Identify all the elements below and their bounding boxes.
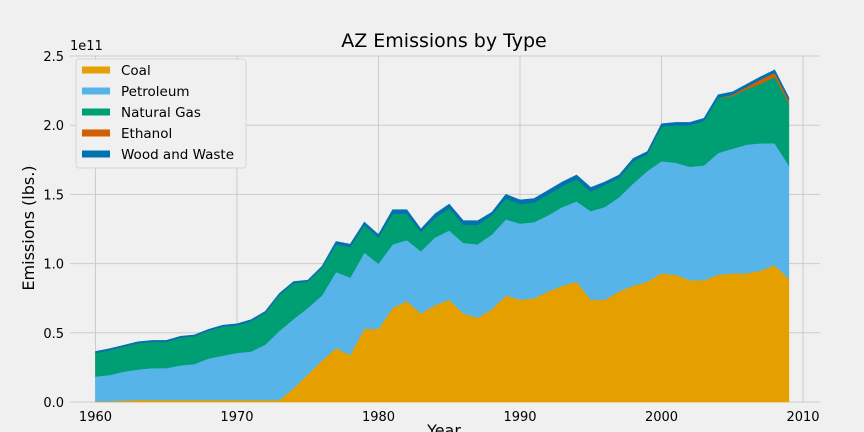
y-tick-label: 0.5: [43, 327, 64, 342]
legend-label: Coal: [121, 63, 151, 79]
legend-swatch: [82, 108, 110, 116]
y-axis-label: Emissions (lbs.): [19, 165, 38, 290]
y-offset-label: 1e11: [70, 39, 103, 54]
y-tick-label: 0.0: [43, 396, 64, 411]
x-tick-label: 1970: [220, 410, 253, 425]
y-tick-label: 2.0: [43, 119, 64, 134]
legend-label: Petroleum: [121, 84, 190, 100]
y-tick-labels: 0.0 0.5 1.0 1.5 2.0 2.5: [43, 50, 64, 411]
x-tick-label: 1980: [362, 410, 395, 425]
legend-swatch: [82, 129, 110, 137]
legend-swatch: [82, 87, 110, 95]
legend: Coal Petroleum Natural Gas Ethanol Wood and …: [75, 58, 247, 169]
y-tick-label: 2.5: [43, 50, 64, 65]
chart-title: AZ Emissions by Type: [341, 30, 547, 52]
x-axis-label: Year: [426, 421, 461, 432]
legend-box: [75, 58, 247, 169]
x-tick-label: 2010: [786, 410, 819, 425]
area-series: [95, 69, 790, 403]
x-tick-label: 2000: [645, 410, 678, 425]
legend-swatch: [82, 150, 110, 158]
y-tick-label: 1.5: [43, 188, 64, 203]
legend-label: Wood and Waste: [121, 147, 234, 163]
x-tick-label: 1990: [503, 410, 536, 425]
area-wood-and-waste: [95, 69, 790, 354]
x-tick-labels: 1960 1970 1980 1990 2000 2010: [79, 410, 820, 425]
legend-label: Natural Gas: [121, 105, 201, 121]
legend-swatch: [82, 66, 110, 74]
legend-label: Ethanol: [121, 126, 172, 142]
y-tick-label: 1.0: [43, 258, 64, 273]
x-tick-label: 1960: [79, 410, 112, 425]
